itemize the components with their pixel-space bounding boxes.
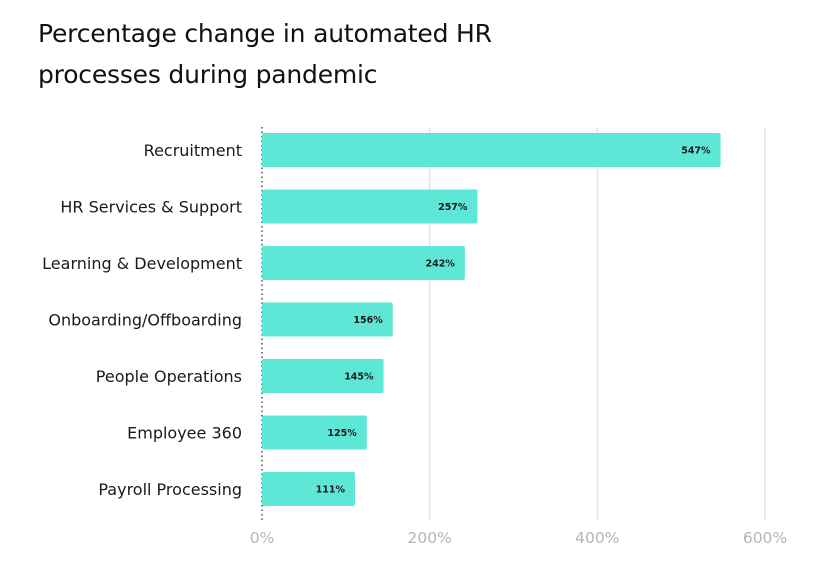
- category-label-6: Payroll Processing: [98, 480, 242, 499]
- category-label-3: Onboarding/Offboarding: [48, 311, 242, 330]
- value-label-4: 145%: [344, 372, 374, 383]
- bar-1: [262, 189, 478, 224]
- bar-0: [262, 133, 721, 167]
- x-tick-label-0: 0%: [250, 529, 275, 547]
- x-tick-label-3: 600%: [743, 529, 787, 547]
- x-tick-label-1: 200%: [408, 529, 452, 547]
- chart-title: Percentage change in automated HR proces…: [38, 13, 638, 95]
- category-label-1: HR Services & Support: [60, 198, 242, 217]
- value-label-1: 257%: [438, 202, 468, 213]
- category-label-0: Recruitment: [144, 141, 242, 160]
- x-tick-label-2: 400%: [575, 529, 619, 547]
- chart-title-line-2: processes during pandemic: [38, 60, 378, 89]
- chart-title-line-1: Percentage change in automated HR: [38, 19, 492, 48]
- value-label-5: 125%: [327, 428, 357, 439]
- category-label-2: Learning & Development: [42, 254, 242, 273]
- value-label-0: 547%: [681, 146, 711, 157]
- category-label-5: Employee 360: [127, 424, 242, 443]
- value-label-2: 242%: [426, 259, 456, 270]
- bar-4: [262, 359, 384, 393]
- bar-5: [262, 415, 367, 450]
- bar-2: [262, 246, 465, 280]
- bar-6: [262, 472, 356, 506]
- bar-3: [262, 302, 393, 337]
- value-label-3: 156%: [353, 315, 383, 326]
- category-label-4: People Operations: [96, 367, 242, 386]
- value-label-6: 111%: [316, 485, 346, 496]
